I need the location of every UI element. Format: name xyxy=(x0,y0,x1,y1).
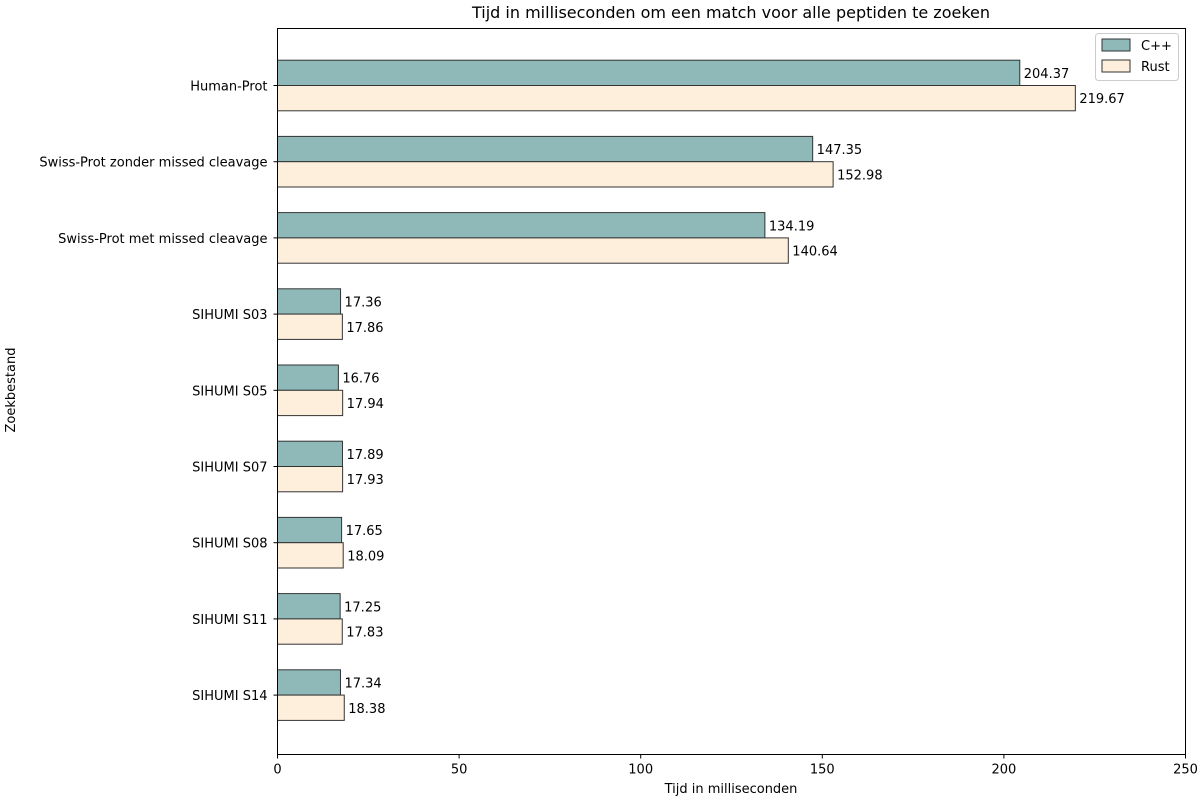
bar-rust xyxy=(277,466,344,493)
bar-value-label: 18.38 xyxy=(348,702,385,717)
bar-value-label: 17.94 xyxy=(347,397,384,412)
bar-rust xyxy=(277,85,1076,112)
plot-area-frame xyxy=(277,28,1186,755)
bar-cpp xyxy=(277,59,1021,86)
bar-rust xyxy=(277,542,344,569)
y-tick-label: SIHUMI S11 xyxy=(192,613,267,628)
legend-swatch-rust xyxy=(1101,59,1131,73)
bar-rust xyxy=(277,237,789,264)
legend-swatch-cpp xyxy=(1101,38,1131,52)
bar-value-label: 147.35 xyxy=(817,143,863,158)
bar-cpp xyxy=(277,669,341,696)
bar-cpp xyxy=(277,288,342,315)
x-tick-label: 250 xyxy=(1173,763,1198,778)
y-tick-label: Human-Prot xyxy=(190,80,267,95)
bar-value-label: 17.36 xyxy=(345,295,382,310)
y-tick-label: SIHUMI S03 xyxy=(192,308,267,323)
bar-value-label: 204.37 xyxy=(1024,67,1070,82)
y-tick-label: Swiss-Prot zonder missed cleavage xyxy=(39,156,267,171)
legend-label: Rust xyxy=(1141,60,1170,75)
y-tick-label: SIHUMI S07 xyxy=(192,461,267,476)
x-tick-label: 50 xyxy=(451,763,468,778)
y-tick-label: SIHUMI S05 xyxy=(192,384,267,399)
bar-value-label: 18.09 xyxy=(347,549,384,564)
bar-value-label: 17.93 xyxy=(347,473,384,488)
bar-rust xyxy=(277,313,343,340)
bar-cpp xyxy=(277,516,343,544)
value-labels-group: 204.37 219.67 147.35 152.98 134.19 140.64 17.3… xyxy=(342,67,1124,717)
bar-cpp xyxy=(277,440,343,468)
y-tick-label: SIHUMI S08 xyxy=(192,537,267,552)
bar-cpp xyxy=(277,593,341,620)
bar-rust xyxy=(277,618,343,645)
bar-cpp xyxy=(277,135,814,163)
bar-value-label: 152.98 xyxy=(837,168,883,183)
x-axis-ticks: 0 50 100 150 200 250 xyxy=(273,754,1198,778)
y-axis-ticks: Human-Prot Swiss-Prot zonder missed cleav… xyxy=(39,80,278,704)
bar-rust xyxy=(277,694,345,721)
x-tick-label: 200 xyxy=(991,763,1016,778)
bar-rust xyxy=(277,389,344,417)
chart-title: Tijd in milliseconden om een match voor … xyxy=(471,3,990,22)
bar-value-label: 140.64 xyxy=(792,245,838,260)
bar-rust xyxy=(277,161,834,188)
bar-cpp xyxy=(277,212,766,239)
bar-value-label: 17.25 xyxy=(344,600,381,615)
bar-value-label: 17.34 xyxy=(344,676,381,691)
x-tick-label: 150 xyxy=(810,763,835,778)
y-axis-label: Zoekbestand xyxy=(4,348,19,433)
x-axis-label: Tijd in milliseconden xyxy=(664,782,798,797)
legend-label: C++ xyxy=(1141,39,1172,54)
y-tick-label: SIHUMI S14 xyxy=(192,689,267,704)
bars-group xyxy=(277,59,1076,721)
bar-value-label: 17.89 xyxy=(346,448,383,463)
bar-value-label: 17.65 xyxy=(346,524,383,539)
bar-cpp xyxy=(277,364,339,391)
bar-value-label: 219.67 xyxy=(1079,92,1125,107)
bar-value-label: 16.76 xyxy=(342,372,379,387)
x-tick-label: 100 xyxy=(628,763,653,778)
bar-value-label: 134.19 xyxy=(769,219,815,234)
bar-value-label: 17.83 xyxy=(346,626,383,641)
legend: C++ Rust xyxy=(1095,33,1179,81)
y-tick-label: Swiss-Prot met missed cleavage xyxy=(58,232,267,247)
bar-value-label: 17.86 xyxy=(346,321,383,336)
x-tick-label: 0 xyxy=(273,763,281,778)
